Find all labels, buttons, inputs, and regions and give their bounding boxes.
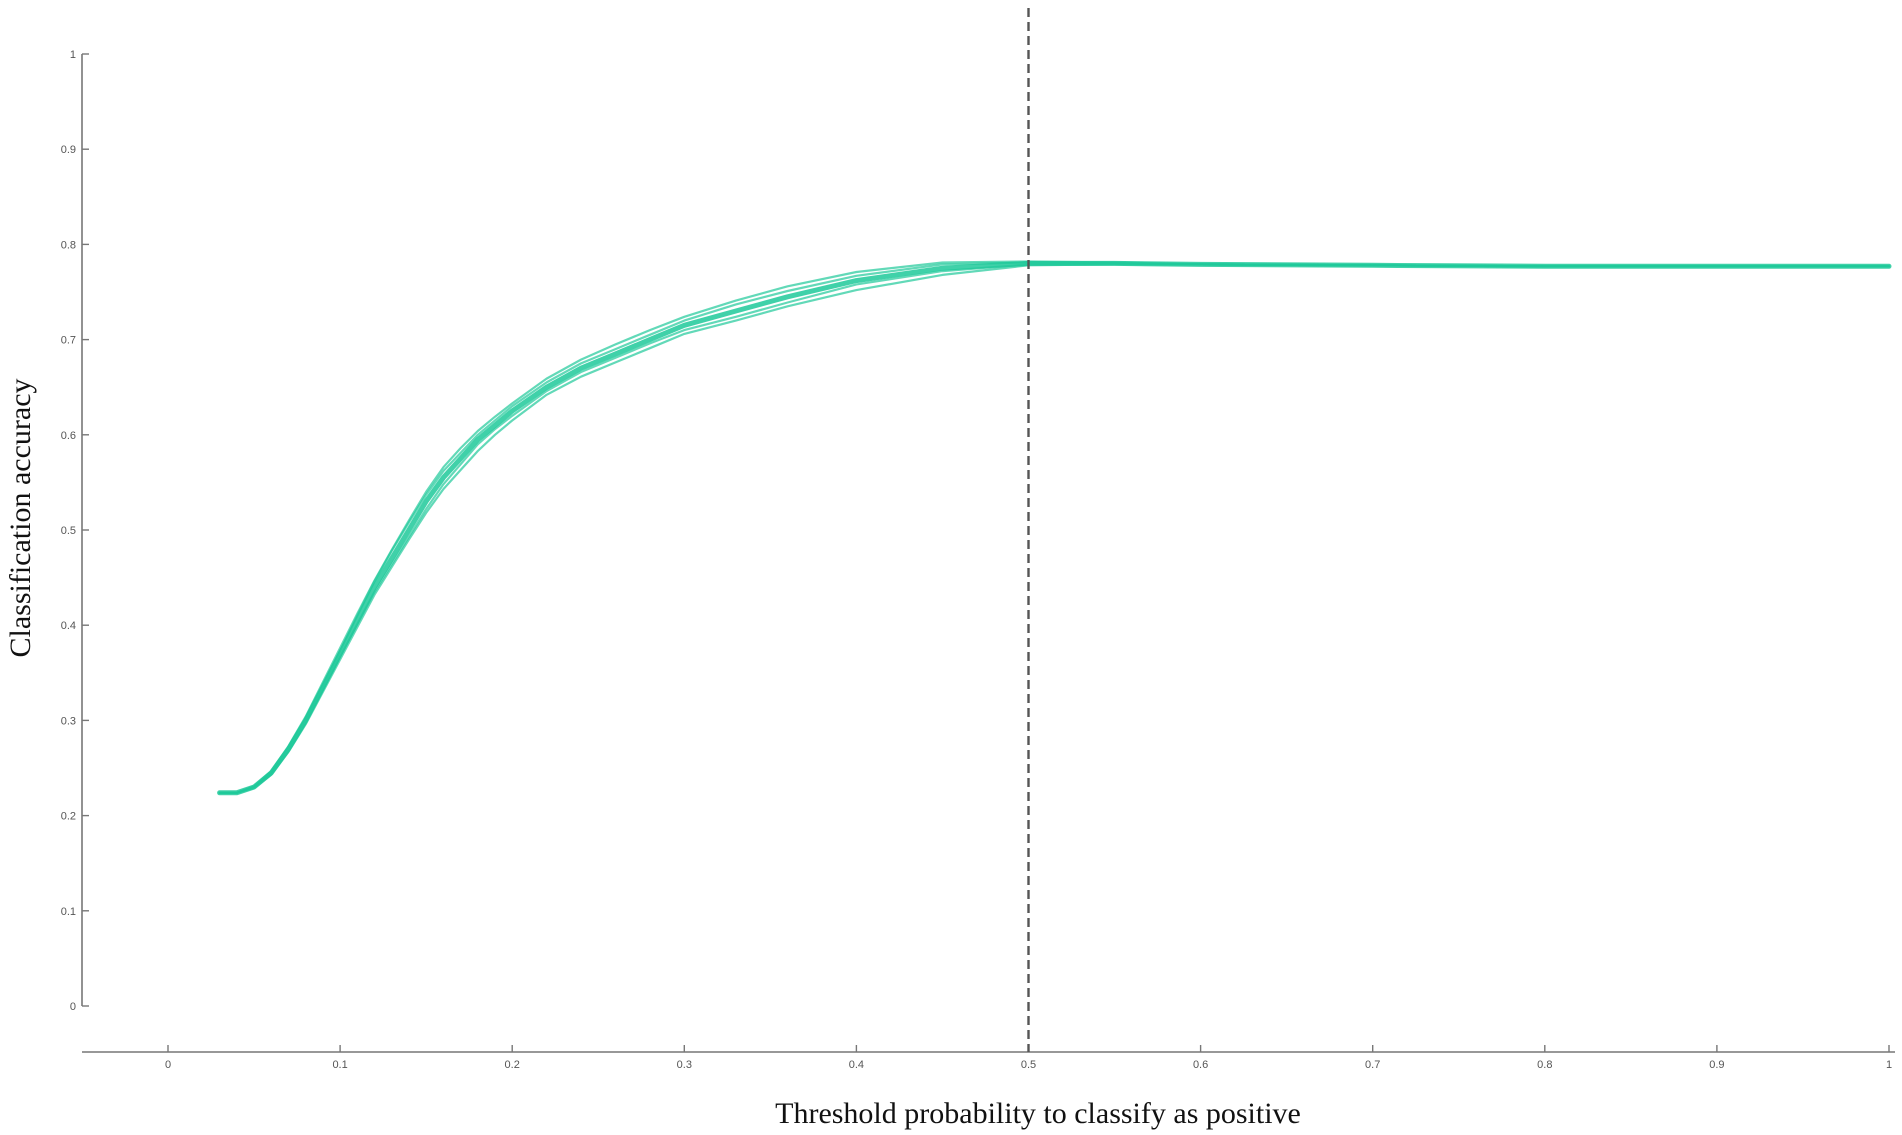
series-line-3 xyxy=(218,263,1891,794)
x-tick-label: 0.3 xyxy=(677,1059,692,1071)
y-tick-label: 0.5 xyxy=(61,525,76,537)
series-line-5 xyxy=(218,262,1891,794)
series-line-1 xyxy=(217,260,1892,796)
y-axis-label: Classification accuracy xyxy=(4,378,37,657)
axes: 0 0.1 0.2 0.3 0.4 0.5 0.6 0.7 0.8 0.9 1 0 0.1 0.2 0.3 0… xyxy=(61,49,1895,1071)
x-tick-label: 0.4 xyxy=(849,1059,864,1071)
x-tick-label: 0.8 xyxy=(1537,1059,1552,1071)
y-tick-label: 0 xyxy=(70,1001,76,1013)
y-tick-label: 0.7 xyxy=(61,335,76,347)
y-tick-label: 0.1 xyxy=(61,906,76,918)
y-tick-label: 0.8 xyxy=(61,239,76,251)
x-tick-label: 0.9 xyxy=(1709,1059,1724,1071)
y-tick-label: 0.2 xyxy=(61,811,76,823)
series-line-2 xyxy=(218,260,1891,794)
y-tick-label: 1 xyxy=(70,49,76,61)
y-tick-label: 0.3 xyxy=(61,715,76,727)
y-tick-label: 0.9 xyxy=(61,144,76,156)
y-tick-label: 0.4 xyxy=(61,620,76,632)
x-tick-label: 0.5 xyxy=(1021,1059,1036,1071)
series-group xyxy=(217,260,1892,796)
x-tick-label: 1 xyxy=(1886,1059,1892,1071)
x-tick-label: 0.7 xyxy=(1365,1059,1380,1071)
x-tick-label: 0.2 xyxy=(505,1059,520,1071)
y-tick-label: 0.6 xyxy=(61,430,76,442)
series-line-4 xyxy=(218,261,1891,794)
x-tick-label: 0 xyxy=(165,1059,171,1071)
x-axis-label: Threshold probability to classify as pos… xyxy=(775,1097,1301,1130)
x-tick-label: 0.1 xyxy=(332,1059,347,1071)
x-tick-label: 0.6 xyxy=(1193,1059,1208,1071)
